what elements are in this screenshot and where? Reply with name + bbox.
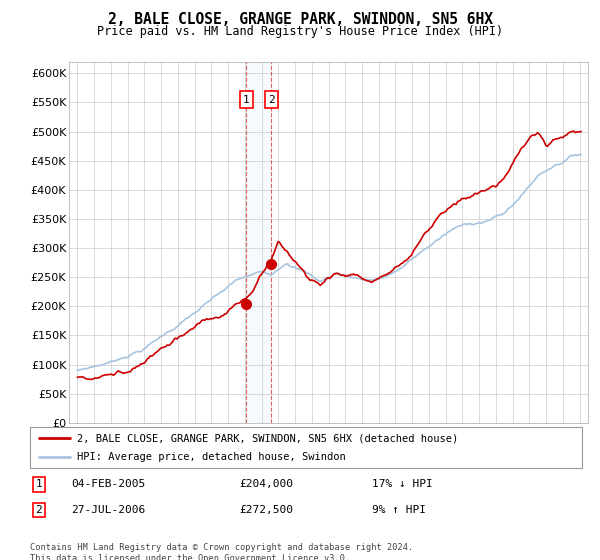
Text: 1: 1 [243, 95, 250, 105]
Text: 2, BALE CLOSE, GRANGE PARK, SWINDON, SN5 6HX (detached house): 2, BALE CLOSE, GRANGE PARK, SWINDON, SN5… [77, 433, 458, 443]
Text: 27-JUL-2006: 27-JUL-2006 [71, 505, 146, 515]
Text: £272,500: £272,500 [240, 505, 294, 515]
Text: 04-FEB-2005: 04-FEB-2005 [71, 479, 146, 489]
Text: 9% ↑ HPI: 9% ↑ HPI [372, 505, 426, 515]
Text: Contains HM Land Registry data © Crown copyright and database right 2024.
This d: Contains HM Land Registry data © Crown c… [30, 543, 413, 560]
Text: 2: 2 [268, 95, 274, 105]
Text: Price paid vs. HM Land Registry's House Price Index (HPI): Price paid vs. HM Land Registry's House … [97, 25, 503, 38]
Text: 17% ↓ HPI: 17% ↓ HPI [372, 479, 433, 489]
Bar [246, 62, 271, 423]
Text: £204,000: £204,000 [240, 479, 294, 489]
Text: HPI: Average price, detached house, Swindon: HPI: Average price, detached house, Swin… [77, 452, 346, 461]
Text: 2: 2 [35, 505, 42, 515]
Text: 2, BALE CLOSE, GRANGE PARK, SWINDON, SN5 6HX: 2, BALE CLOSE, GRANGE PARK, SWINDON, SN5… [107, 12, 493, 27]
Text: 1: 1 [35, 479, 42, 489]
